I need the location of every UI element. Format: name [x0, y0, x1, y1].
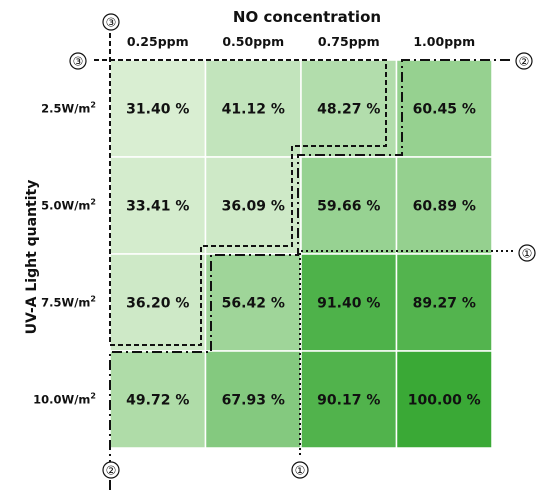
row-label: 10.0W/m2 [33, 392, 96, 407]
marker-label: ③ [106, 16, 117, 30]
cell-value-label: 89.27 % [413, 296, 476, 312]
marker-circle [102, 461, 120, 479]
boundary-line-1 [299, 250, 513, 455]
boundary-lines [94, 30, 513, 490]
boundary-line-2 [109, 59, 510, 490]
heatmap-cell [300, 156, 398, 255]
cell-value-label: 33.41 % [126, 199, 189, 215]
marker-label: ① [295, 464, 306, 478]
heatmap-cell [109, 253, 207, 352]
column-label: 0.25ppm [127, 34, 189, 49]
cell-value-label: 41.12 % [222, 102, 285, 118]
cell-value-label: 100.00 % [408, 393, 481, 409]
column-labels: 0.25ppm 0.50ppm 0.75ppm 1.00ppm [127, 34, 475, 49]
row-label: 7.5W/m2 [41, 295, 96, 310]
heatmap-cells: 31.40 % 41.12 % 48.27 % 60.45 % 33.41 % 36.09… [109, 59, 493, 449]
cell-value-label: 90.17 % [317, 393, 380, 409]
column-label: 0.50ppm [222, 34, 284, 49]
column-label: 1.00ppm [413, 34, 475, 49]
cell-value-label: 36.20 % [126, 296, 189, 312]
column-label: 0.75ppm [318, 34, 380, 49]
row-labels: 2.5W/m2 5.0W/m2 7.5W/m2 10.0W/m2 [33, 101, 96, 407]
y-axis-label: UV-A Light quantity [24, 180, 40, 335]
row-label: 2.5W/m2 [41, 101, 96, 116]
cell-value-label: 67.93 % [222, 393, 285, 409]
marker-circle [518, 244, 536, 262]
cell-value-label: 91.40 % [317, 296, 380, 312]
heatmap-cell [300, 59, 398, 158]
heatmap-cell [204, 253, 302, 352]
heatmap-cell [109, 59, 207, 158]
marker-circle [515, 52, 533, 70]
boundary-markers: ① ① ② ② ③ ③ [69, 13, 536, 479]
marker-label: ② [106, 464, 117, 478]
marker-circle [69, 52, 87, 70]
heatmap-cell [204, 350, 302, 449]
marker-circle [102, 13, 120, 31]
marker-circle [291, 461, 309, 479]
heatmap-cell [109, 156, 207, 255]
cell-value-label: 60.45 % [413, 102, 476, 118]
marker-label: ③ [73, 55, 84, 69]
chart-title: NO concentration [233, 8, 381, 26]
cell-value-label: 49.72 % [126, 393, 189, 409]
cell-value-label: 56.42 % [222, 296, 285, 312]
cell-value-label: 36.09 % [222, 199, 285, 215]
heatmap-cell [109, 350, 207, 449]
cell-value-label: 60.89 % [413, 199, 476, 215]
cell-value-label: 31.40 % [126, 102, 189, 118]
heatmap-cell [395, 156, 493, 255]
heatmap-cell [395, 350, 493, 449]
boundary-line-3 [94, 30, 387, 346]
cell-value-label: 48.27 % [317, 102, 380, 118]
cell-value-label: 59.66 % [317, 199, 380, 215]
row-label: 5.0W/m2 [41, 198, 96, 213]
marker-label: ① [522, 247, 533, 261]
marker-label: ② [519, 55, 530, 69]
